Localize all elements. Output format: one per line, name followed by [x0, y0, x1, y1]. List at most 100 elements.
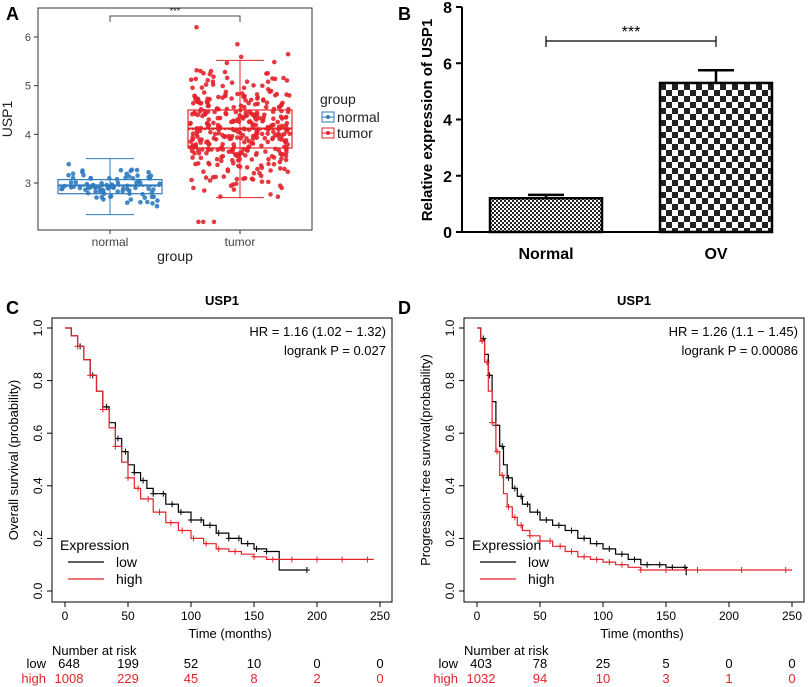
risk-value: 0: [725, 656, 732, 671]
data-point: [206, 141, 212, 147]
data-point: [188, 77, 194, 83]
data-point: [286, 106, 291, 112]
data-point: [254, 117, 259, 122]
data-point: [238, 54, 244, 60]
censor-mark: [177, 509, 184, 516]
censor-mark: [494, 448, 501, 455]
y-tick-label: 5: [25, 81, 31, 93]
data-point: [245, 148, 250, 153]
censor-mark: [537, 538, 543, 545]
censor-mark: [663, 566, 669, 573]
data-point: [224, 60, 230, 66]
plot-title: USP1: [617, 293, 651, 308]
censor-mark: [232, 548, 239, 555]
data-point: [99, 180, 104, 186]
data-point: [205, 78, 210, 83]
data-point: [115, 189, 120, 194]
censor-mark: [568, 527, 575, 534]
y-axis-label: USP1: [0, 101, 15, 138]
data-point: [241, 176, 246, 182]
data-point: [190, 155, 195, 160]
risk-value: 94: [533, 671, 547, 686]
plot-title: USP1: [205, 293, 239, 308]
risk-value: 229: [117, 671, 139, 686]
censor-mark: [505, 474, 512, 481]
plot-frame: [51, 317, 393, 603]
y-tick-label: 0.8: [31, 372, 45, 389]
y-tick-label: 0: [443, 225, 452, 242]
risk-value: 0: [788, 656, 795, 671]
data-point: [198, 68, 203, 74]
risk-value: 0: [313, 656, 320, 671]
x-tick-label: 100: [181, 609, 201, 623]
censor-mark: [364, 556, 371, 563]
data-point: [240, 91, 245, 96]
data-point: [259, 143, 264, 149]
data-point: [266, 156, 271, 162]
data-point: [142, 195, 148, 200]
data-point: [231, 161, 236, 166]
data-point: [195, 112, 201, 118]
data-point: [271, 162, 277, 167]
censor-mark: [235, 535, 242, 542]
data-point: [273, 93, 278, 98]
x-tick-label: OV: [704, 246, 727, 263]
data-point: [202, 188, 207, 193]
x-tick-label: 150: [656, 609, 676, 623]
x-tick-label: 200: [307, 609, 327, 623]
x-tick-label: 250: [370, 609, 390, 623]
data-point: [190, 111, 195, 117]
data-point: [242, 139, 247, 145]
data-point: [145, 199, 150, 205]
data-point: [254, 135, 260, 140]
data-point: [234, 181, 239, 186]
data-point: [278, 166, 283, 171]
data-point: [97, 186, 103, 191]
data-point: [279, 123, 285, 129]
data-point: [244, 165, 250, 170]
y-tick-label: 8: [443, 0, 452, 17]
data-point: [219, 158, 224, 164]
data-point: [229, 80, 235, 85]
data-point: [270, 135, 276, 141]
data-point: [283, 157, 289, 163]
censor-mark: [499, 443, 506, 450]
risk-value: 1008: [55, 671, 84, 686]
hr-annotation: HR = 1.16 (1.02 − 1.32): [249, 324, 386, 339]
data-point: [265, 79, 271, 85]
risk-value: 52: [184, 656, 198, 671]
data-point: [187, 121, 193, 127]
data-point: [273, 146, 278, 152]
data-point: [251, 170, 257, 176]
data-point: [73, 180, 79, 185]
x-tick-label: 100: [593, 609, 613, 623]
x-tick-label: 150: [244, 609, 264, 623]
data-point: [244, 79, 250, 84]
data-point: [222, 134, 227, 140]
data-point: [223, 111, 229, 117]
legend-item-high: high: [116, 571, 142, 587]
data-point: [265, 71, 271, 76]
y-axis-label: Overall survival (probability): [6, 380, 21, 540]
legend-title: Expression: [60, 537, 129, 553]
censor-mark: [156, 509, 163, 516]
risk-value: 10: [596, 671, 610, 686]
data-point: [191, 101, 196, 106]
data-point: [280, 100, 285, 106]
data-point: [259, 179, 265, 184]
risk-value: 199: [117, 656, 139, 671]
data-point: [277, 136, 283, 142]
data-point: [205, 96, 210, 102]
risk-value: 10: [247, 656, 261, 671]
data-point: [265, 87, 271, 92]
data-point: [246, 100, 251, 106]
data-point: [275, 119, 281, 125]
censor-mark: [169, 501, 176, 508]
data-point: [193, 76, 199, 82]
data-point: [254, 151, 259, 156]
y-tick-label: 0.6: [443, 425, 457, 442]
data-point: [220, 153, 226, 159]
data-point: [276, 148, 282, 153]
censor-mark: [557, 543, 564, 550]
censor-mark: [125, 474, 131, 481]
